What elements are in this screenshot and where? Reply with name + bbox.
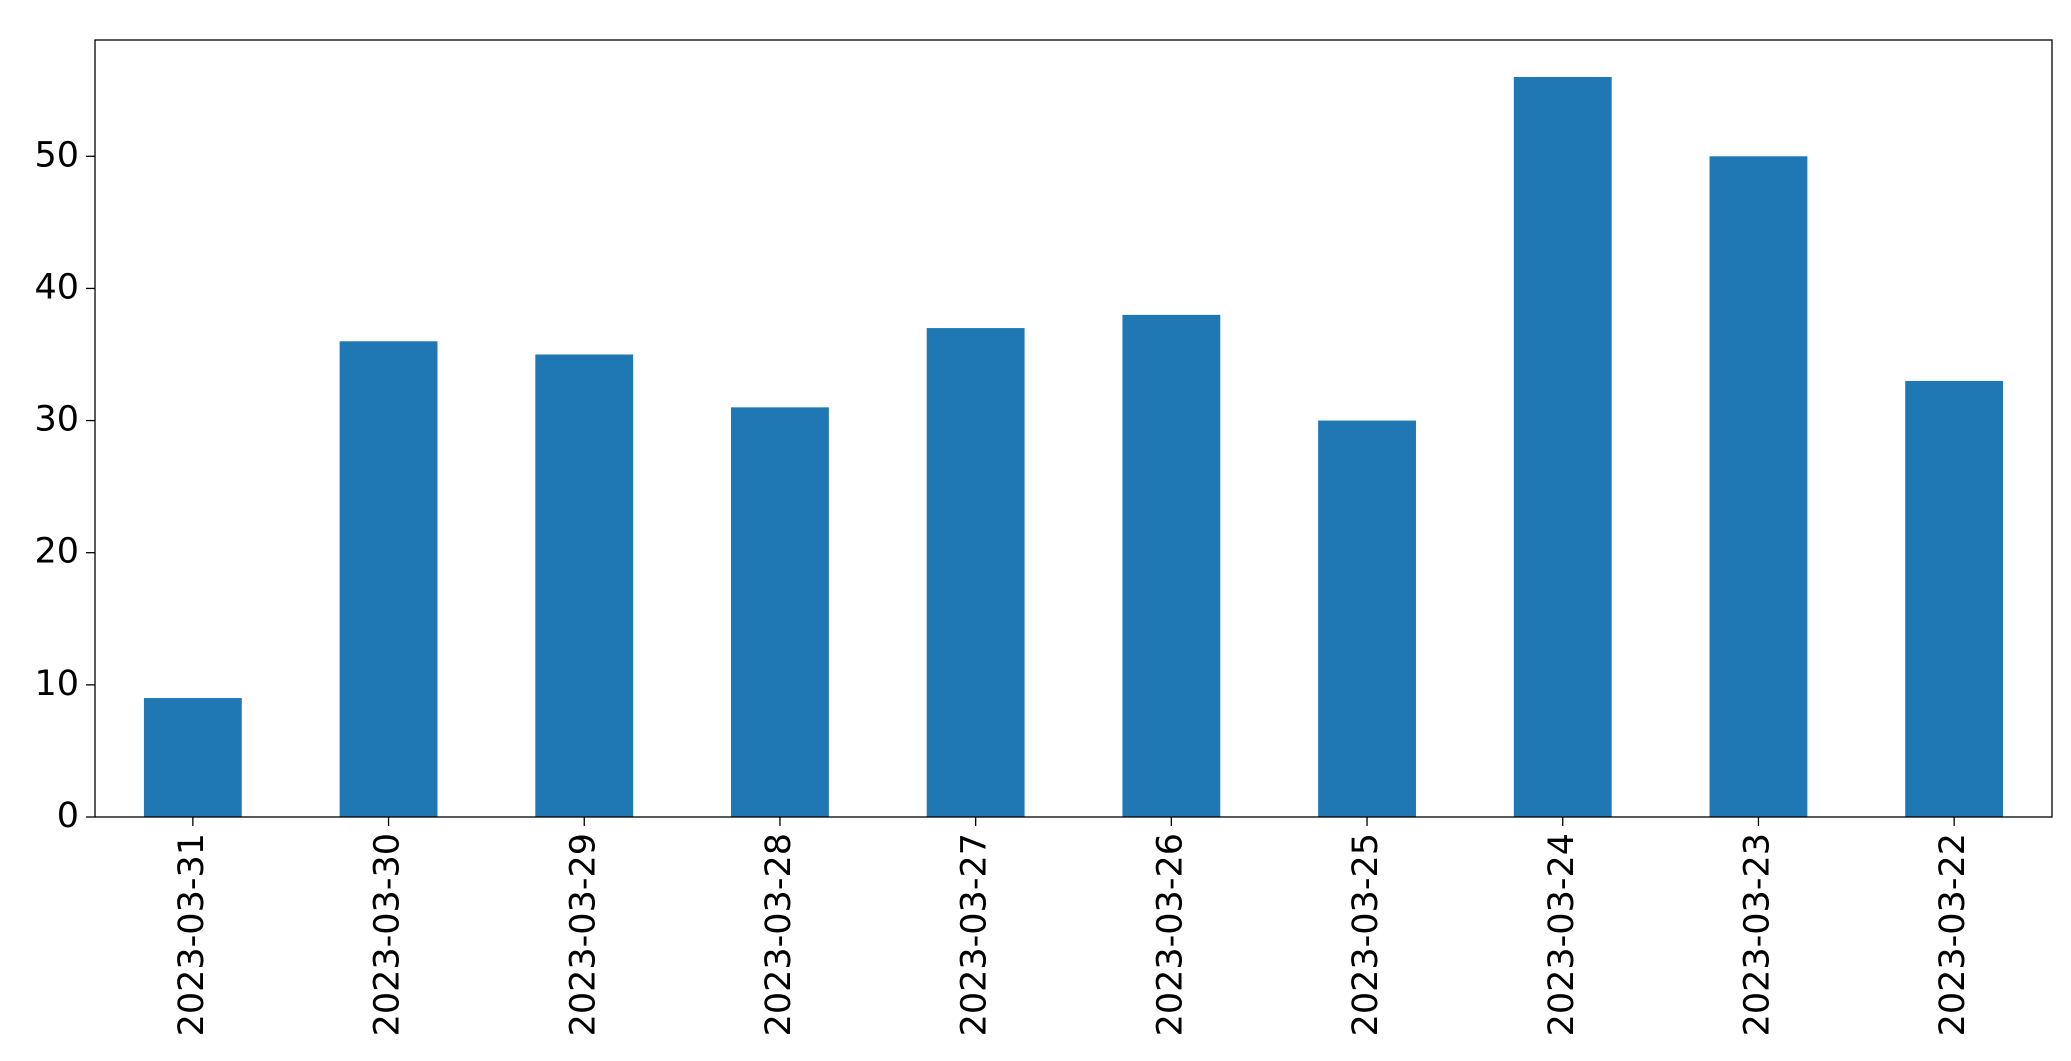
bar: [1905, 380, 2004, 817]
x-tick-label: 2023-03-29: [563, 833, 603, 1036]
bar: [1122, 314, 1221, 817]
x-tick-label: 2023-03-25: [1346, 833, 1386, 1036]
x-tick-label: 2023-03-31: [172, 833, 212, 1036]
x-tick-label: 2023-03-22: [1933, 833, 1973, 1036]
y-tick-label: 10: [34, 664, 79, 704]
y-tick-label: 0: [57, 796, 79, 836]
plot-frame: [94, 39, 2053, 818]
bar: [731, 407, 829, 817]
x-tick-label: 2023-03-28: [759, 833, 799, 1036]
bar: [1318, 420, 1416, 817]
bar: [1709, 156, 1808, 818]
x-tick-label: 2023-03-30: [368, 833, 408, 1036]
bar: [926, 328, 1025, 817]
y-tick-label: 40: [34, 267, 79, 307]
bar: [535, 354, 634, 817]
bar: [339, 341, 438, 817]
y-tick-label: 50: [34, 135, 79, 175]
x-tick-label: 2023-03-26: [1150, 833, 1190, 1036]
x-tick-label: 2023-03-27: [955, 833, 995, 1036]
y-tick-label: 20: [34, 532, 79, 572]
y-tick-label: 30: [34, 400, 79, 440]
x-tick-label: 2023-03-24: [1542, 833, 1582, 1036]
bar: [1513, 77, 1612, 817]
bar: [143, 698, 242, 817]
x-tick-label: 2023-03-23: [1737, 833, 1777, 1036]
